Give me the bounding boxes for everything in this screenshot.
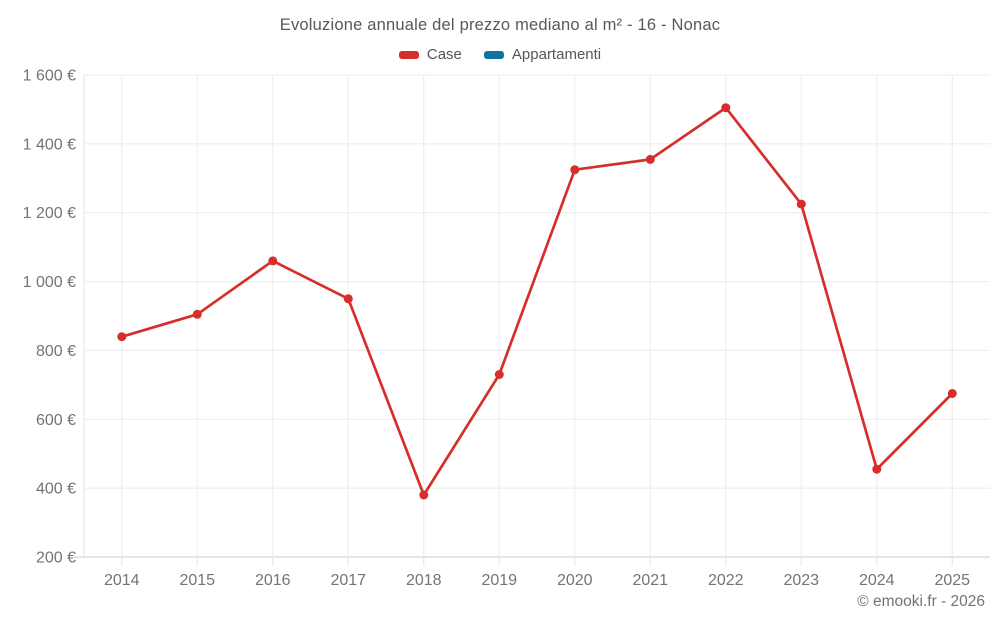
- data-point-case-2018[interactable]: [419, 490, 429, 500]
- x-axis-label: 2015: [179, 572, 215, 589]
- y-axis-label: 600 €: [36, 412, 76, 429]
- data-point-case-2021[interactable]: [645, 154, 655, 164]
- legend-label: Appartamenti: [511, 46, 602, 63]
- y-axis-label: 1 600 €: [23, 68, 76, 85]
- data-point-case-2015[interactable]: [192, 309, 202, 319]
- data-point-case-2020[interactable]: [570, 165, 580, 175]
- x-axis-label: 2018: [406, 572, 442, 589]
- data-point-case-2014[interactable]: [117, 332, 127, 342]
- legend-swatch-appartamenti: [483, 50, 504, 59]
- y-axis-label: 200 €: [36, 550, 76, 567]
- data-point-case-2017[interactable]: [343, 294, 353, 304]
- data-point-case-2016[interactable]: [268, 256, 278, 266]
- data-point-case-2022[interactable]: [721, 103, 731, 113]
- x-axis-label: 2024: [859, 572, 895, 589]
- legend-swatch-case: [398, 50, 419, 59]
- y-axis-label: 1 200 €: [23, 205, 76, 222]
- legend-item-appartamenti[interactable]: Appartamenti: [483, 46, 602, 63]
- y-axis-label: 400 €: [36, 481, 76, 498]
- x-axis-label: 2016: [255, 572, 291, 589]
- y-axis-label: 800 €: [36, 343, 76, 360]
- x-axis-label: 2025: [934, 572, 970, 589]
- y-axis-label: 1 000 €: [23, 274, 76, 291]
- x-axis-label: 2020: [557, 572, 593, 589]
- x-axis-label: 2019: [481, 572, 517, 589]
- data-point-case-2025[interactable]: [947, 389, 957, 398]
- x-axis-label: 2022: [708, 572, 744, 589]
- y-axis-label: 1 400 €: [23, 136, 76, 153]
- data-point-case-2023[interactable]: [796, 199, 806, 209]
- chart-title: Evoluzione annuale del prezzo mediano al…: [279, 16, 721, 34]
- x-axis-label: 2023: [783, 572, 819, 589]
- x-axis-label: 2017: [330, 572, 366, 589]
- chart-legend: Case Appartamenti: [0, 46, 1000, 63]
- data-point-case-2024[interactable]: [872, 464, 882, 474]
- x-axis-label: 2021: [632, 572, 668, 589]
- series-line-case: [120, 106, 954, 497]
- legend-label: Case: [426, 46, 462, 63]
- x-axis-label: 2014: [104, 572, 140, 589]
- legend-item-case[interactable]: Case: [398, 46, 462, 63]
- data-point-case-2019[interactable]: [494, 370, 504, 379]
- copyright-watermark: © emooki.fr - 2026: [857, 593, 985, 610]
